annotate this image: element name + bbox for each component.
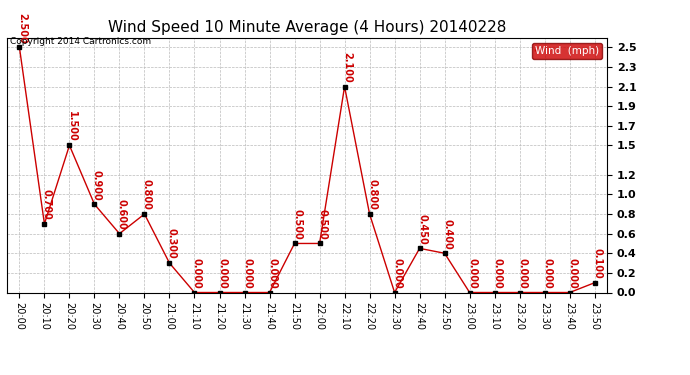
- Text: 0.000: 0.000: [467, 258, 477, 289]
- Legend: Wind  (mph): Wind (mph): [531, 43, 602, 59]
- Text: 0.000: 0.000: [267, 258, 277, 289]
- Text: 0.400: 0.400: [442, 219, 452, 249]
- Text: 0.000: 0.000: [542, 258, 552, 289]
- Text: 0.000: 0.000: [192, 258, 202, 289]
- Text: 0.600: 0.600: [117, 199, 127, 230]
- Text: 1.500: 1.500: [67, 111, 77, 141]
- Text: 0.000: 0.000: [217, 258, 227, 289]
- Text: 0.800: 0.800: [142, 179, 152, 210]
- Text: 0.450: 0.450: [417, 214, 427, 244]
- Text: 0.000: 0.000: [567, 258, 577, 289]
- Text: Copyright 2014 Cartronics.com: Copyright 2014 Cartronics.com: [10, 38, 151, 46]
- Text: 0.100: 0.100: [592, 248, 602, 279]
- Text: 0.000: 0.000: [492, 258, 502, 289]
- Title: Wind Speed 10 Minute Average (4 Hours) 20140228: Wind Speed 10 Minute Average (4 Hours) 2…: [108, 20, 506, 35]
- Text: 0.300: 0.300: [167, 228, 177, 259]
- Text: 0.000: 0.000: [518, 258, 527, 289]
- Text: 0.000: 0.000: [392, 258, 402, 289]
- Text: 0.800: 0.800: [367, 179, 377, 210]
- Text: 0.900: 0.900: [92, 170, 102, 200]
- Text: 0.500: 0.500: [292, 209, 302, 240]
- Text: 0.500: 0.500: [317, 209, 327, 240]
- Text: 0.700: 0.700: [42, 189, 52, 220]
- Text: 2.100: 2.100: [342, 52, 352, 82]
- Text: 0.000: 0.000: [242, 258, 252, 289]
- Text: 2.500: 2.500: [17, 13, 27, 44]
